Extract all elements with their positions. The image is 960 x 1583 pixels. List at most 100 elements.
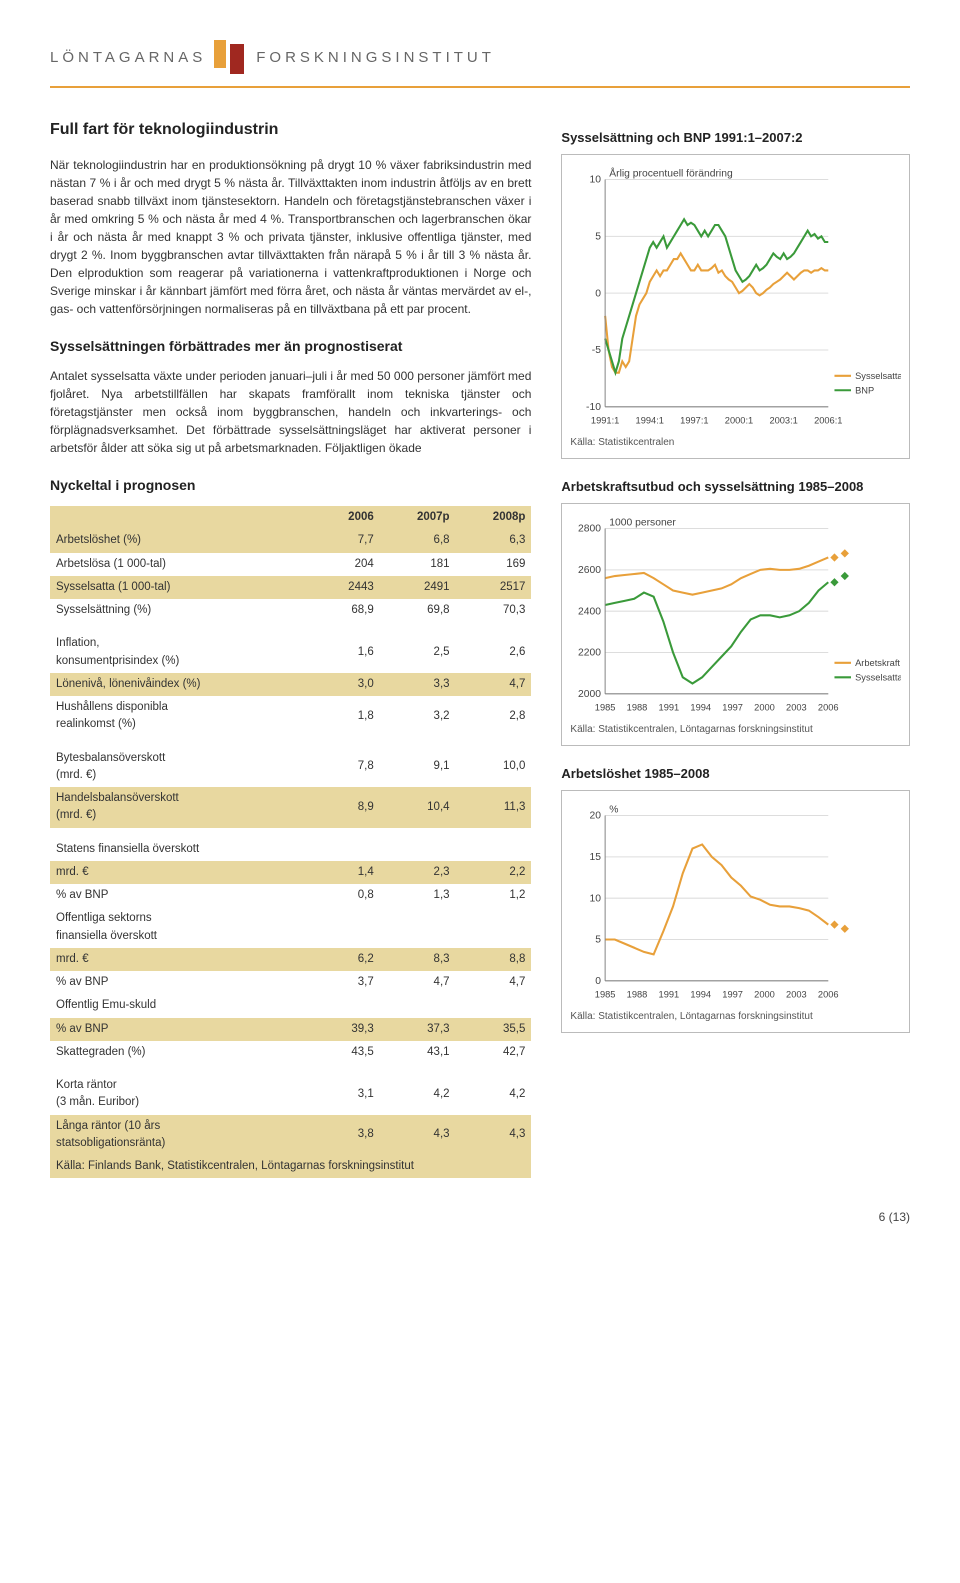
table-cell: 4,7 bbox=[456, 971, 532, 994]
page-number: 6 (13) bbox=[50, 1208, 910, 1226]
table-cell: 3,7 bbox=[316, 971, 380, 994]
table-cell: 9,1 bbox=[380, 747, 456, 788]
table-row: Handelsbalansöverskott (mrd. €)8,910,411… bbox=[50, 787, 531, 828]
table-cell: Korta räntor (3 mån. Euribor) bbox=[50, 1074, 316, 1115]
table-cell: % av BNP bbox=[50, 884, 316, 907]
table-cell: 11,3 bbox=[456, 787, 532, 828]
table-cell: 3,0 bbox=[316, 673, 380, 696]
table-cell: mrd. € bbox=[50, 948, 316, 971]
table-cell: Lönenivå, lönenivåindex (%) bbox=[50, 673, 316, 696]
table-cell: 7,7 bbox=[316, 529, 380, 552]
svg-text:2006: 2006 bbox=[818, 702, 839, 712]
chart2-box: 200022002400260028001000 personer1985198… bbox=[561, 503, 910, 747]
section-heading-employment: Sysselsättningen förbättrades mer än pro… bbox=[50, 336, 531, 357]
table-cell: 0,8 bbox=[316, 884, 380, 907]
chart2-source: Källa: Statistikcentralen, Löntagarnas f… bbox=[570, 722, 901, 737]
chart3-box: 05101520%1985198819911994199720002003200… bbox=[561, 790, 910, 1034]
chart3-title: Arbetslöshet 1985–2008 bbox=[561, 764, 910, 784]
svg-text:15: 15 bbox=[590, 852, 602, 863]
svg-text:0: 0 bbox=[596, 976, 602, 987]
table-cell: 43,1 bbox=[380, 1041, 456, 1064]
table-cell: 6,8 bbox=[380, 529, 456, 552]
table-cell: 2,2 bbox=[456, 861, 532, 884]
table-row: Hushållens disponibla realinkomst (%)1,8… bbox=[50, 696, 531, 737]
table-row: % av BNP39,337,335,5 bbox=[50, 1018, 531, 1041]
table-row: Skattegraden (%)43,543,142,7 bbox=[50, 1041, 531, 1064]
left-column: Full fart för teknologiindustrin När tek… bbox=[50, 118, 531, 1178]
svg-text:1985: 1985 bbox=[595, 989, 616, 999]
table-cell: 1,4 bbox=[316, 861, 380, 884]
svg-text:2006:1: 2006:1 bbox=[814, 415, 842, 425]
svg-text:10: 10 bbox=[590, 174, 602, 185]
table-cell: Inflation, konsumentprisindex (%) bbox=[50, 632, 316, 673]
table-row: Sysselsättning (%)68,969,870,3 bbox=[50, 599, 531, 622]
svg-text:2600: 2600 bbox=[578, 565, 601, 576]
chart1-box: -10-50510Årlig procentuell förändring199… bbox=[561, 154, 910, 460]
table-row: mrd. €1,42,32,2 bbox=[50, 861, 531, 884]
table-cell: 39,3 bbox=[316, 1018, 380, 1041]
svg-text:1985: 1985 bbox=[595, 702, 616, 712]
svg-text:Sysselsatta: Sysselsatta bbox=[856, 370, 901, 380]
table-cell: 1,6 bbox=[316, 632, 380, 673]
table-cell: Hushållens disponibla realinkomst (%) bbox=[50, 696, 316, 737]
table-cell: 37,3 bbox=[380, 1018, 456, 1041]
svg-text:2400: 2400 bbox=[578, 606, 601, 617]
org-name-left: LÖNTAGARNAS bbox=[50, 47, 206, 70]
table-cell bbox=[456, 838, 532, 861]
table-cell: 2,6 bbox=[456, 632, 532, 673]
svg-text:1991: 1991 bbox=[659, 989, 680, 999]
table-row: Statens finansiella överskott bbox=[50, 838, 531, 861]
table-cell: 169 bbox=[456, 553, 532, 576]
svg-text:1991:1: 1991:1 bbox=[591, 415, 619, 425]
table-col-header: 2008p bbox=[456, 506, 532, 529]
table-cell: 4,2 bbox=[456, 1074, 532, 1115]
section-heading-keyfigures: Nyckeltal i prognosen bbox=[50, 475, 531, 496]
svg-text:0: 0 bbox=[596, 288, 602, 299]
svg-text:1997:1: 1997:1 bbox=[681, 415, 709, 425]
table-cell: mrd. € bbox=[50, 861, 316, 884]
table-row: Källa: Finlands Bank, Statistikcentralen… bbox=[50, 1155, 531, 1178]
table-cell bbox=[456, 907, 532, 948]
chart1-svg: -10-50510Årlig procentuell förändring199… bbox=[570, 163, 901, 432]
table-cell: 2,5 bbox=[380, 632, 456, 673]
table-cell: 6,3 bbox=[456, 529, 532, 552]
table-cell: 8,8 bbox=[456, 948, 532, 971]
svg-text:Sysselsatta: Sysselsatta bbox=[856, 672, 901, 682]
table-cell: 3,2 bbox=[380, 696, 456, 737]
table-cell: 2491 bbox=[380, 576, 456, 599]
table-row: Sysselsatta (1 000-tal)244324912517 bbox=[50, 576, 531, 599]
table-row: Långa räntor (10 års statsobligationsrän… bbox=[50, 1115, 531, 1156]
table-cell: % av BNP bbox=[50, 971, 316, 994]
svg-text:2000: 2000 bbox=[755, 702, 776, 712]
svg-text:2003: 2003 bbox=[786, 989, 807, 999]
table-cell: Långa räntor (10 års statsobligationsrän… bbox=[50, 1115, 316, 1156]
table-cell: Offentlig Emu-skuld bbox=[50, 994, 316, 1017]
chart1-title: Sysselsättning och BNP 1991:1–2007:2 bbox=[561, 128, 910, 148]
right-column: Sysselsättning och BNP 1991:1–2007:2 -10… bbox=[561, 118, 910, 1178]
chart2-svg: 200022002400260028001000 personer1985198… bbox=[570, 512, 901, 719]
table-cell bbox=[380, 994, 456, 1017]
table-cell: 4,7 bbox=[456, 673, 532, 696]
table-cell: Sysselsättning (%) bbox=[50, 599, 316, 622]
table-row: Inflation, konsumentprisindex (%)1,62,52… bbox=[50, 632, 531, 673]
svg-text:10: 10 bbox=[590, 893, 602, 904]
table-cell: 42,7 bbox=[456, 1041, 532, 1064]
table-cell: Statens finansiella överskott bbox=[50, 838, 316, 861]
table-cell bbox=[456, 994, 532, 1017]
table-cell: 2,8 bbox=[456, 696, 532, 737]
main-content: Full fart för teknologiindustrin När tek… bbox=[50, 118, 910, 1178]
table-cell: Skattegraden (%) bbox=[50, 1041, 316, 1064]
key-figures-table: 20062007p2008p Arbetslöshet (%)7,76,86,3… bbox=[50, 506, 531, 1178]
table-row: Lönenivå, lönenivåindex (%)3,03,34,7 bbox=[50, 673, 531, 696]
table-cell: 4,7 bbox=[380, 971, 456, 994]
table-cell: 4,2 bbox=[380, 1074, 456, 1115]
svg-text:20: 20 bbox=[590, 810, 602, 821]
table-cell: 43,5 bbox=[316, 1041, 380, 1064]
table-row bbox=[50, 828, 531, 838]
table-cell: Bytesbalansöverskott (mrd. €) bbox=[50, 747, 316, 788]
table-cell: Sysselsatta (1 000-tal) bbox=[50, 576, 316, 599]
table-row: Offentliga sektorns finansiella överskot… bbox=[50, 907, 531, 948]
table-cell bbox=[316, 994, 380, 1017]
table-row: Arbetslöshet (%)7,76,86,3 bbox=[50, 529, 531, 552]
table-cell: 4,3 bbox=[456, 1115, 532, 1156]
